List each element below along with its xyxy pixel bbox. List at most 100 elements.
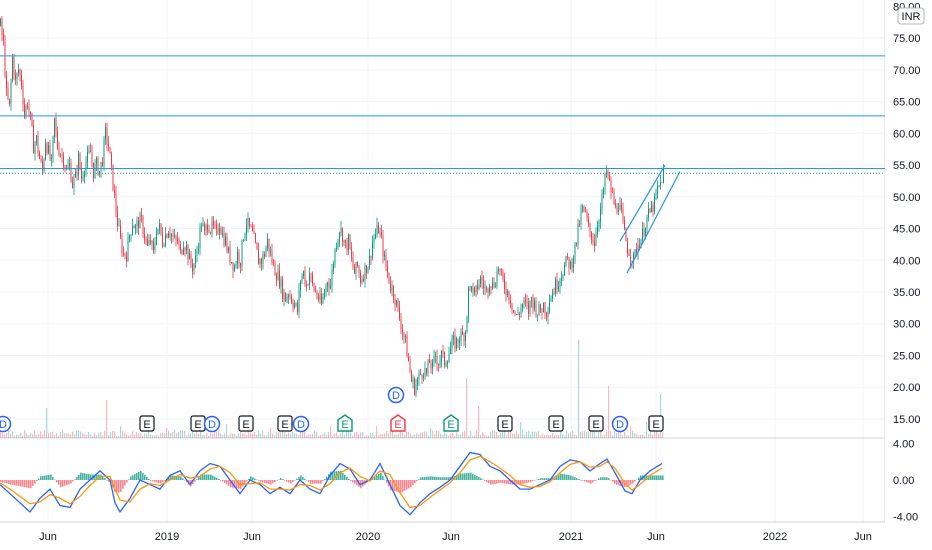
histogram-bar (128, 479, 130, 480)
volume-bar (330, 426, 332, 438)
volume-bar (224, 433, 226, 438)
candle-body (445, 363, 447, 366)
histogram-bar (158, 480, 160, 484)
price-axis[interactable]: 75.00 70.00 65.00 60.00 55.00 50.00 45.00 40.00… (893, 1, 921, 426)
volume-bar (0, 426, 2, 438)
candle-body (403, 332, 405, 337)
histogram-bar (392, 480, 394, 491)
candle-body (13, 56, 15, 76)
volume-bar (442, 434, 444, 438)
dividend-marker-label: D (297, 419, 305, 431)
histogram-bar (466, 473, 468, 480)
candle-body (336, 247, 337, 250)
currency-badge[interactable]: INR (897, 7, 925, 25)
oscillator-tick-label: -4.00 (893, 512, 918, 524)
candle-body (67, 166, 69, 170)
horizontal-price-lines[interactable]: 72.2062.7554.4553.70 (0, 47, 930, 188)
candle-body (130, 234, 132, 236)
earnings-marker (648, 415, 664, 432)
candle-body (235, 264, 237, 267)
volume-bar (574, 434, 576, 438)
candle-body (7, 88, 9, 99)
histogram-bar (162, 480, 164, 483)
candle-body (169, 233, 171, 237)
candle-body (277, 270, 279, 281)
histogram-bar (32, 480, 34, 486)
price-candles (0, 15, 664, 398)
candle-body (591, 231, 592, 240)
histogram-bar (478, 477, 480, 480)
candle-body (75, 171, 76, 178)
earnings-marker-label: E (394, 419, 401, 431)
volume-bar (288, 432, 290, 438)
histogram-bar (542, 478, 544, 480)
histogram-bar (422, 477, 424, 480)
histogram-bar (230, 480, 232, 488)
ascending-channel[interactable] (619, 164, 681, 274)
candle-body (549, 301, 550, 312)
histogram-bar (26, 480, 28, 488)
volume-bar (178, 431, 180, 438)
volume-bar (516, 430, 518, 438)
volume-bar (556, 434, 558, 438)
volume-bar (266, 435, 268, 438)
volume-bar (526, 431, 528, 438)
volume-bar (502, 432, 504, 438)
histogram-bar (544, 478, 546, 480)
volume-bar (244, 433, 246, 438)
histogram-bar (46, 475, 48, 480)
volume-bar (150, 434, 152, 438)
candle-body (361, 279, 363, 283)
histogram-bar (100, 474, 102, 480)
volume-bar (160, 433, 162, 438)
candle-body (315, 290, 316, 292)
volume-bar (252, 433, 254, 438)
candle-body (649, 208, 651, 212)
histogram-bar (600, 477, 602, 480)
candle-body (478, 284, 480, 289)
candle-body (642, 228, 643, 240)
candle-body (111, 153, 112, 165)
candle-body (55, 117, 57, 131)
event-markers[interactable]: D E E D E E D EDE E E E E D E (0, 386, 664, 433)
histogram-bar (382, 476, 384, 480)
histogram-bar (224, 480, 226, 483)
volume-bar (528, 431, 530, 438)
volume-bar (136, 432, 138, 438)
volume-bar (204, 434, 206, 438)
candle-body (265, 247, 267, 257)
candle-body (577, 224, 579, 245)
candle-body (91, 152, 93, 163)
volume-bar (30, 432, 32, 438)
candle-body (513, 310, 514, 312)
histogram-bar (62, 480, 64, 487)
earnings-marker-label: E (501, 419, 508, 431)
volume-bar (412, 435, 414, 438)
candle-body (193, 263, 195, 272)
time-axis[interactable]: Jun 2019 Jun 2020 Jun 2021 Jun 2022 Jun (39, 531, 872, 543)
candle-body (118, 225, 120, 227)
candle-body (570, 262, 571, 269)
volume-bar (636, 433, 638, 438)
histogram-bar (208, 474, 210, 480)
candle-body (651, 204, 652, 212)
histogram-bar (434, 476, 436, 480)
candle-body (555, 279, 556, 294)
histogram-bar (500, 480, 502, 483)
candle-body (42, 160, 43, 171)
candle-body (40, 158, 42, 161)
dividend-marker (0, 415, 12, 433)
volume-bar (332, 435, 334, 438)
candle-body (108, 143, 109, 148)
earnings-marker-label: E (447, 419, 454, 431)
histogram-bar (246, 480, 248, 482)
histogram-bar (448, 477, 450, 480)
histogram-bar (24, 480, 26, 488)
volume-bar (308, 433, 310, 438)
candle-body (343, 239, 345, 243)
candle-body (523, 299, 525, 305)
candle-body (4, 40, 6, 76)
histogram-bar (260, 480, 262, 482)
earnings-marker (277, 415, 293, 432)
